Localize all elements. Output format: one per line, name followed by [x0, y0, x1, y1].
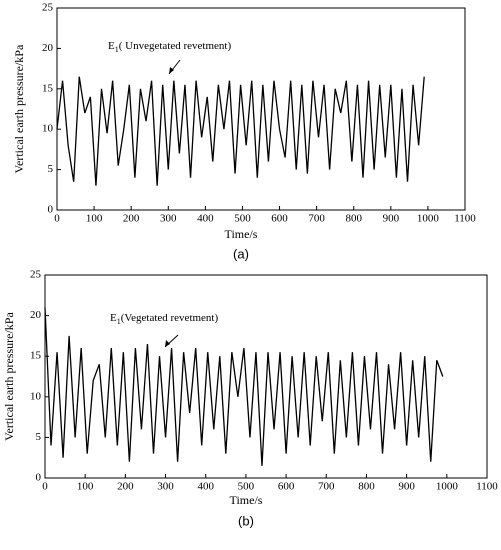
y-tick-label: 5 [48, 163, 54, 175]
x-tick-label: 300 [157, 481, 174, 493]
y-tick-label: 0 [48, 204, 54, 216]
x-tick-label: 800 [358, 481, 375, 493]
y-axis-label: Vertical earth pressure/kPa [2, 312, 16, 441]
data-line [56, 76, 425, 186]
x-tick-label: 100 [86, 213, 103, 225]
annotation-text: E [110, 312, 117, 324]
x-tick-label: 1100 [476, 481, 498, 493]
annotation-rest: ( Unvegetated revetment) [119, 40, 232, 52]
annotation-rest: (Vegetated revetment) [121, 312, 219, 324]
x-tick-label: 500 [234, 213, 251, 225]
panel-label: (a) [233, 246, 249, 261]
annotation-sub: 1 [117, 317, 121, 326]
x-tick-label: 500 [238, 481, 255, 493]
x-tick-label: 1000 [417, 213, 440, 225]
x-tick-label: 600 [271, 213, 288, 225]
x-tick-label: 800 [345, 213, 362, 225]
x-tick-label: 900 [398, 481, 415, 493]
x-axis-label: Time/s [230, 493, 263, 507]
x-axis-label: Time/s [225, 227, 258, 241]
y-tick-label: 25 [30, 269, 42, 281]
plot-frame [56, 7, 466, 211]
x-tick-label: 600 [278, 481, 295, 493]
x-tick-label: 0 [42, 481, 48, 493]
x-tick-label: 0 [54, 213, 60, 225]
y-tick-label: 5 [36, 431, 42, 443]
x-tick-label: 1000 [436, 481, 459, 493]
y-tick-label: 0 [36, 472, 42, 484]
x-tick-label: 100 [77, 481, 94, 493]
y-tick-label: 25 [42, 2, 54, 14]
y-tick-label: 10 [42, 123, 54, 135]
x-tick-label: 700 [318, 481, 335, 493]
x-tick-label: 300 [160, 213, 177, 225]
annotation: E1( Unvegetated revetment) [108, 40, 231, 54]
y-tick-label: 10 [30, 390, 42, 402]
data-line [44, 307, 444, 466]
x-tick-label: 400 [197, 481, 214, 493]
y-tick-label: 20 [42, 42, 54, 54]
y-tick-label: 15 [42, 82, 54, 94]
arrow-head [165, 340, 170, 347]
x-tick-label: 200 [117, 481, 134, 493]
y-tick-label: 20 [30, 309, 42, 321]
x-tick-label: 400 [197, 213, 214, 225]
annotation-sub: 1 [115, 45, 119, 54]
y-tick-label: 15 [30, 350, 42, 362]
x-tick-label: 200 [123, 213, 140, 225]
arrow-head [169, 67, 174, 74]
x-tick-label: 900 [383, 213, 400, 225]
x-tick-label: 700 [308, 213, 325, 225]
annotation-text: E [108, 40, 115, 52]
y-axis-label: Vertical earth pressure/kPa [12, 44, 26, 173]
x-tick-label: 1100 [454, 213, 476, 225]
annotation: E1(Vegetated revetment) [110, 312, 218, 326]
panel-label: (b) [238, 513, 254, 528]
plot-frame [44, 274, 488, 479]
